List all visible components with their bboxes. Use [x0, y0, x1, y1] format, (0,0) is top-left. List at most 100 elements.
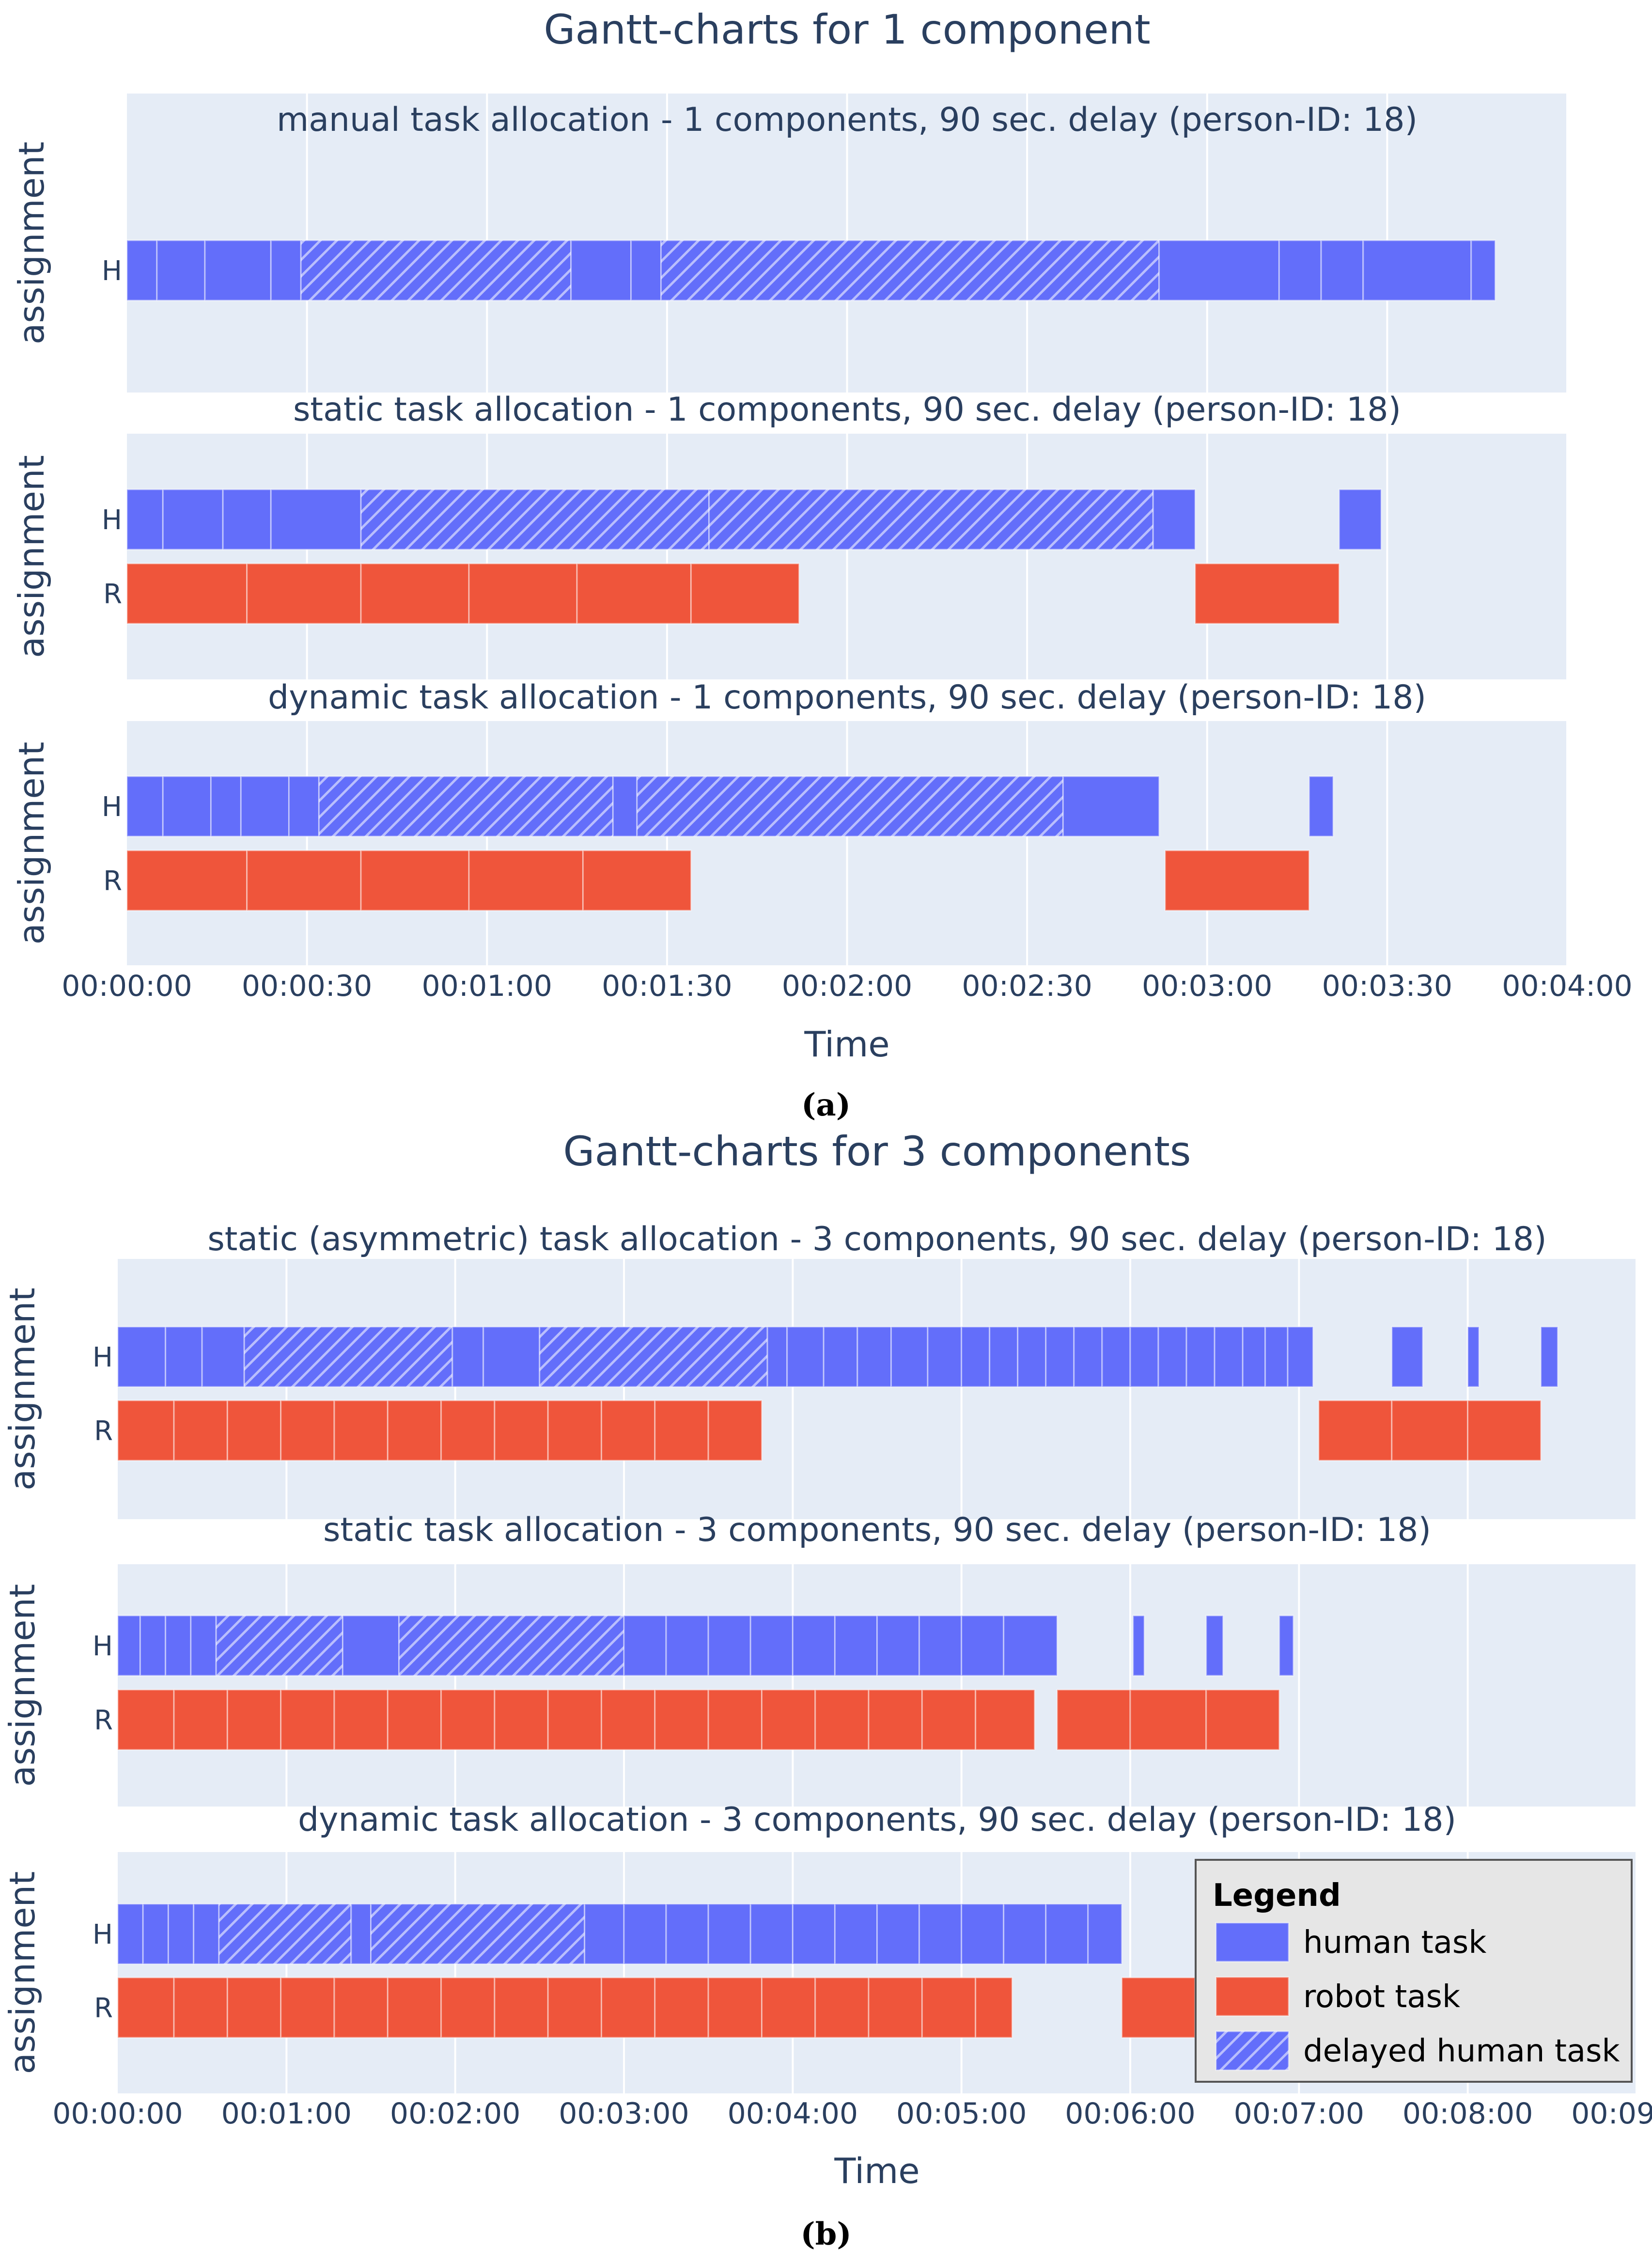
task-bar-robot	[387, 1977, 442, 2039]
x-tick-label: 00:00:00	[52, 2097, 183, 2131]
task-bar-human	[1101, 1326, 1131, 1388]
task-bar-robot	[707, 1399, 763, 1462]
task-bar-robot	[117, 1399, 175, 1462]
x-tick-label: 00:09:00	[1571, 2097, 1652, 2131]
task-bar-robot	[440, 1689, 496, 1751]
task-bar-robot	[468, 849, 584, 911]
task-bar-human	[1242, 1326, 1266, 1388]
task-bar-robot	[280, 1977, 335, 2039]
task-bar-robot	[868, 1689, 923, 1751]
task-bar-human	[1264, 1326, 1289, 1388]
x-tick-label: 00:01:30	[602, 969, 732, 1003]
x-tick-label: 00:04:00	[1502, 969, 1632, 1003]
task-bar-delayed	[636, 775, 1064, 837]
row-label-h: H	[93, 1631, 113, 1662]
part-b-label: (b)	[800, 2216, 851, 2252]
plot-area	[118, 1259, 1636, 1519]
task-bar-robot	[654, 1689, 709, 1751]
task-bar-human	[961, 1615, 1005, 1677]
task-bar-delayed	[539, 1326, 768, 1388]
task-bar-human	[1214, 1326, 1244, 1388]
x-tick-label: 00:02:00	[782, 969, 912, 1003]
task-bar-robot	[1056, 1689, 1131, 1751]
task-bar-human	[961, 1903, 1005, 1965]
y-axis-label: assignment	[2, 1584, 43, 1787]
task-bar-human	[792, 1615, 836, 1677]
task-bar-robot	[582, 849, 692, 911]
task-bar-human	[1320, 239, 1364, 301]
x-tick-label: 00:03:00	[1142, 969, 1272, 1003]
task-bar-robot	[173, 1689, 228, 1751]
task-bar-robot	[468, 563, 578, 625]
task-bar-human	[1278, 1615, 1294, 1677]
row-label-r: R	[94, 1705, 113, 1736]
task-bar-human	[919, 1903, 963, 1965]
task-bar-human	[1467, 1326, 1480, 1388]
x-tick-label: 00:01:00	[422, 969, 552, 1003]
task-bar-human	[162, 775, 212, 837]
task-bar-delayed	[360, 488, 710, 550]
task-bar-human	[117, 1615, 141, 1677]
row-label-r: R	[103, 865, 122, 897]
task-bar-robot	[975, 1689, 1036, 1751]
task-bar-human	[919, 1615, 963, 1677]
task-bar-human	[584, 1903, 625, 1965]
task-bar-human	[630, 239, 662, 301]
task-bar-human	[1132, 1615, 1145, 1677]
task-bar-robot	[173, 1977, 228, 2039]
task-bar-human	[1045, 1326, 1075, 1388]
task-bar-human	[210, 775, 242, 837]
subplot-1: manual task allocation - 1 components, 9…	[11, 94, 1568, 393]
row-label-h: H	[102, 255, 122, 287]
task-bar-human	[270, 488, 362, 550]
x-tick-label: 00:06:00	[1065, 2097, 1195, 2131]
task-bar-human	[792, 1903, 836, 1965]
task-bar-human	[126, 488, 164, 550]
x-tick-label: 00:01:00	[221, 2097, 352, 2131]
x-tick-label: 00:00:00	[62, 969, 192, 1003]
task-bar-human	[1003, 1615, 1058, 1677]
row-label-h: H	[102, 504, 122, 536]
chart-title: Gantt-charts for 1 component	[544, 6, 1150, 53]
task-bar-robot	[1129, 1689, 1207, 1751]
task-bar-human	[612, 775, 638, 837]
x-tick-label: 00:00:30	[242, 969, 372, 1003]
task-bar-robot	[173, 1399, 228, 1462]
task-bar-robot	[280, 1399, 335, 1462]
task-bar-human	[927, 1326, 963, 1388]
task-bar-robot	[601, 1399, 656, 1462]
task-bar-robot	[868, 1977, 923, 2039]
task-bar-robot	[547, 1977, 603, 2039]
row-label-r: R	[103, 579, 122, 610]
legend-swatch-robot	[1215, 1976, 1290, 2017]
task-bar-human	[989, 1326, 1019, 1388]
task-bar-human	[201, 1326, 245, 1388]
task-bar-robot	[654, 1977, 709, 2039]
gantt-chart-3-components: Gantt-charts for 3 components static (asy…	[2, 1128, 1652, 2191]
task-bar-robot	[440, 1977, 496, 2039]
task-bar-human	[288, 775, 320, 837]
task-bar-delayed	[660, 239, 1160, 301]
task-bar-robot	[333, 1689, 389, 1751]
task-bar-human	[1129, 1326, 1159, 1388]
task-bar-delayed	[215, 1615, 343, 1677]
x-tick-label: 00:02:00	[390, 2097, 520, 2131]
task-bar-robot	[707, 1689, 763, 1751]
task-bar-human	[1540, 1326, 1558, 1388]
task-bar-robot	[1391, 1399, 1469, 1462]
subplot-2: static task allocation - 1 components, 9…	[11, 391, 1568, 679]
subplot-title: manual task allocation - 1 components, 9…	[277, 101, 1418, 139]
task-bar-human	[623, 1903, 667, 1965]
task-bar-human	[707, 1903, 751, 1965]
task-bar-human	[1338, 488, 1382, 550]
task-bar-human	[570, 239, 632, 301]
subplot-title: dynamic task allocation - 1 components, …	[268, 678, 1426, 717]
task-bar-human	[1073, 1326, 1103, 1388]
subplot-1: static (asymmetric) task allocation - 3 …	[2, 1220, 1637, 1519]
task-bar-human	[823, 1326, 858, 1388]
legend: Legend human task robot task delayed human …	[1195, 1859, 1633, 2083]
legend-item-label: robot task	[1303, 1979, 1460, 2015]
task-bar-robot	[440, 1399, 496, 1462]
task-bar-delayed	[398, 1615, 625, 1677]
task-bar-robot	[921, 1689, 977, 1751]
